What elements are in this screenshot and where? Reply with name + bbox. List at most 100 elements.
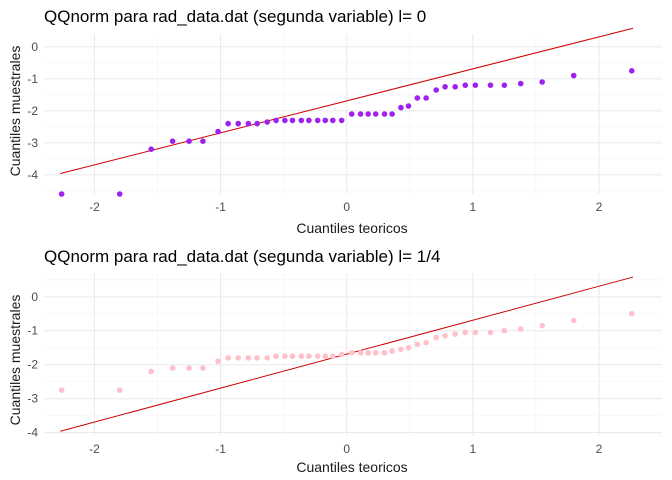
data-point <box>225 120 231 127</box>
data-point <box>200 138 206 144</box>
data-point <box>225 355 231 361</box>
data-point <box>235 355 242 361</box>
data-point <box>405 344 412 351</box>
data-point <box>282 353 288 359</box>
data-point <box>423 339 429 346</box>
x-axis-title: Cuantiles teoricos <box>296 220 407 236</box>
chart-title: QQnorm para rad_data.dat (segunda variab… <box>44 7 426 26</box>
data-point <box>487 329 494 336</box>
data-point <box>235 120 242 127</box>
data-point <box>314 353 321 359</box>
data-point <box>322 353 329 359</box>
data-point <box>338 351 345 358</box>
data-point <box>330 117 336 124</box>
x-tick-label: 1 <box>469 200 476 214</box>
y-tick-label: 0 <box>31 40 38 54</box>
data-point <box>452 331 458 337</box>
data-point <box>442 84 448 90</box>
data-point <box>273 353 279 359</box>
data-point <box>306 353 312 359</box>
data-point <box>501 82 508 88</box>
data-point <box>357 350 364 356</box>
data-point <box>365 111 371 117</box>
data-point <box>539 322 545 329</box>
data-point <box>282 117 288 124</box>
data-point <box>398 104 404 111</box>
data-point <box>442 333 448 339</box>
data-point <box>405 103 412 109</box>
y-tick-label: -3 <box>27 136 38 150</box>
points-1 <box>58 68 635 197</box>
data-point <box>372 350 379 356</box>
data-point <box>273 117 279 124</box>
data-point <box>389 111 395 117</box>
y-tick-label: -1 <box>27 72 38 86</box>
data-point <box>116 387 123 393</box>
minor-grid-2 <box>44 273 662 436</box>
data-point <box>254 355 260 361</box>
data-point <box>314 117 321 124</box>
data-point <box>433 87 440 93</box>
y-tick-label: -2 <box>27 104 38 118</box>
data-point <box>264 355 271 361</box>
x-tick-label: 0 <box>343 442 350 456</box>
data-point <box>389 348 395 354</box>
data-point <box>322 117 329 124</box>
x-tick-label: 0 <box>343 200 350 214</box>
data-point <box>289 353 296 359</box>
y-axis-title: Cuantiles muestrales <box>7 295 23 426</box>
data-point <box>517 80 524 87</box>
x-axis-title: Cuantiles teoricos <box>296 459 407 475</box>
data-point <box>116 191 123 197</box>
qq-panel-1: QQnorm para rad_data.dat (segunda variab… <box>7 7 662 236</box>
data-point <box>570 317 577 324</box>
x-tick-label: -1 <box>215 442 226 456</box>
data-point <box>215 358 221 365</box>
x-tick-label: 2 <box>596 200 603 214</box>
points-2 <box>58 310 635 393</box>
data-point <box>148 146 155 152</box>
reference-line <box>60 27 634 175</box>
data-point <box>338 117 345 124</box>
data-point <box>357 111 364 117</box>
y-tick-labels-2: 0 -1 -2 -3 -4 <box>27 290 38 440</box>
data-point <box>517 326 524 332</box>
data-point <box>245 355 252 361</box>
data-point <box>452 84 458 90</box>
data-point <box>348 111 355 117</box>
plot-area-2 <box>44 273 662 436</box>
data-point <box>462 329 469 336</box>
data-point <box>169 365 176 371</box>
major-grid-2 <box>44 273 662 436</box>
data-point <box>472 82 479 88</box>
data-point <box>628 68 635 74</box>
data-point <box>472 329 479 336</box>
y-tick-label: -2 <box>27 358 38 372</box>
data-point <box>186 138 192 144</box>
data-point <box>372 111 379 117</box>
y-tick-label: -3 <box>27 392 38 406</box>
data-point <box>215 128 221 135</box>
data-point <box>264 119 271 125</box>
qq-panel-2: QQnorm para rad_data.dat (segunda variab… <box>7 247 662 475</box>
data-point <box>186 365 192 371</box>
data-point <box>414 95 421 101</box>
x-tick-labels-1: -2 -1 0 1 2 <box>89 200 602 214</box>
x-tick-label: -2 <box>89 442 100 456</box>
data-point <box>423 95 429 101</box>
x-tick-label: -2 <box>89 200 100 214</box>
reference-line <box>60 276 634 432</box>
x-tick-label: 1 <box>469 442 476 456</box>
data-point <box>539 79 545 85</box>
data-point <box>298 353 305 359</box>
data-point <box>414 341 421 348</box>
data-point <box>298 117 305 124</box>
chart-title: QQnorm para rad_data.dat (segunda variab… <box>44 247 440 266</box>
y-tick-labels-1: 0 -1 -2 -3 -4 <box>27 40 38 182</box>
data-point <box>245 120 252 127</box>
y-axis-title: Cuantiles muestrales <box>7 46 23 177</box>
plot-area-1 <box>44 27 662 197</box>
data-point <box>58 191 65 197</box>
data-point <box>628 310 635 317</box>
